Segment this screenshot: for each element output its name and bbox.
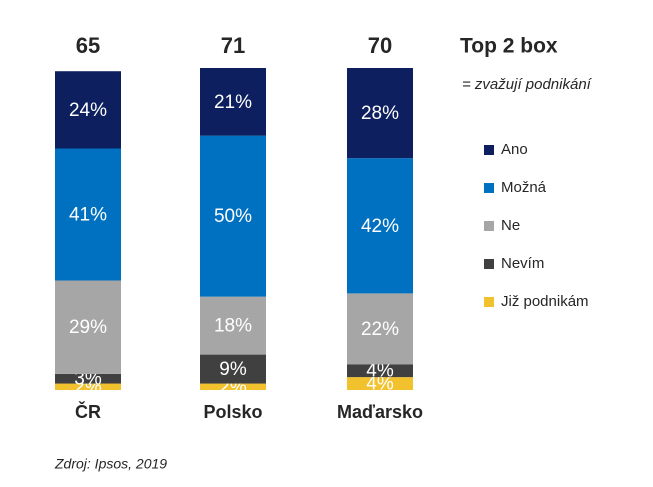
value-label: 4% <box>366 374 394 395</box>
legend-label: Již podnikám <box>501 293 589 310</box>
legend-swatch <box>484 145 494 155</box>
bar-segment <box>347 364 413 378</box>
top-label: 65 <box>76 33 100 58</box>
bar-segment <box>200 383 266 390</box>
value-label: 9% <box>219 359 247 380</box>
value-label: 50% <box>214 206 252 227</box>
legend-label: Ne <box>501 217 520 234</box>
bar-segment <box>55 373 121 384</box>
value-label: 29% <box>69 317 107 338</box>
bar-segment <box>347 158 413 294</box>
value-label: 24% <box>69 100 107 121</box>
bar-segment <box>200 296 266 355</box>
legend-swatch <box>484 221 494 231</box>
value-label: 21% <box>214 92 252 113</box>
bar-segment <box>200 135 266 297</box>
bar-segment <box>55 148 121 281</box>
bar-segment <box>200 354 266 384</box>
bar-segment <box>200 68 266 136</box>
bar-segment <box>55 280 121 374</box>
bar-segment <box>347 68 413 159</box>
chart-title: Top 2 box <box>460 35 558 58</box>
legend-swatch <box>484 183 494 193</box>
bar-segment <box>55 383 121 390</box>
value-label: 22% <box>361 319 399 340</box>
category-label: ČR <box>75 401 101 422</box>
legend-swatch <box>484 259 494 269</box>
legend-label: Možná <box>501 179 547 196</box>
bar-segment <box>347 293 413 365</box>
category-label: Polsko <box>203 402 262 422</box>
bar-segment <box>347 377 413 390</box>
value-label: 18% <box>214 316 252 337</box>
top-label: 70 <box>368 33 392 58</box>
value-label: 41% <box>69 205 107 226</box>
top-label: 71 <box>221 33 245 58</box>
category-label: Maďarsko <box>337 402 423 422</box>
legend-label: Nevím <box>501 255 544 272</box>
value-label: 4% <box>366 361 394 382</box>
value-label: 3% <box>74 369 102 390</box>
bar-segment <box>55 71 121 149</box>
value-label: 28% <box>361 103 399 124</box>
legend-swatch <box>484 297 494 307</box>
legend-label: Ano <box>501 141 528 158</box>
source: Zdroj: Ipsos, 2019 <box>54 456 167 472</box>
chart-subtitle: = zvažují podnikání <box>462 76 593 93</box>
value-label: 42% <box>361 216 399 237</box>
